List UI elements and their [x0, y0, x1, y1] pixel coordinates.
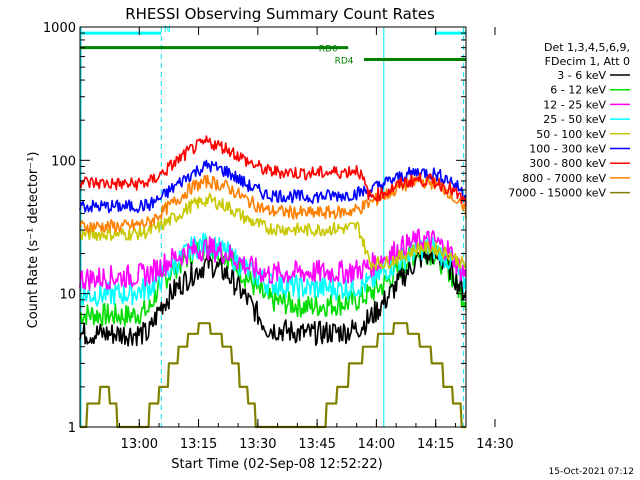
legend-label-6: 300 - 800 keV: [529, 157, 606, 170]
plot-area: [80, 27, 465, 427]
x-tick-label-2: 13:30: [239, 437, 276, 452]
chart-title: RHESSI Observing Summary Count Rates: [125, 5, 435, 23]
x-axis: 13:00 13:15 13:30 13:45 14:00 14:15 14:30: [119, 27, 514, 452]
x-tick-label-3: 13:45: [298, 437, 335, 452]
y-axis: 1 10 100 1000: [43, 21, 466, 436]
series-line-12-25-kev: [79, 228, 467, 291]
x-tick-label-1: 13:15: [180, 437, 217, 452]
series-line-100-300-kev: [79, 159, 467, 214]
legend-label-7: 800 - 7000 keV: [522, 172, 606, 185]
x-tick-label-0: 13:00: [121, 437, 158, 452]
legend-header-1: FDecim 1, Att 0: [545, 55, 630, 68]
legend-label-3: 25 - 50 keV: [543, 113, 606, 126]
footer-timestamp: 15-Oct-2021 07:12: [549, 467, 634, 477]
y-tick-label-0: 1: [68, 421, 76, 436]
legend-label-1: 6 - 12 keV: [550, 84, 606, 97]
legend: Det 1,3,4,5,6,9,FDecim 1, Att 03 - 6 keV…: [508, 41, 630, 200]
x-tick-label-6: 14:30: [476, 437, 513, 452]
legend-label-8: 7000 - 15000 keV: [508, 187, 606, 200]
observing-mode-bars: NNRD0RD4: [79, 25, 466, 67]
y-tick-label-2: 100: [51, 154, 76, 169]
series-line-3-6-kev: [79, 243, 467, 347]
y-axis-label: Count Rate (s⁻¹ detector⁻¹): [26, 152, 41, 329]
x-tick-label-5: 14:15: [417, 437, 454, 452]
series-group: [79, 135, 467, 429]
legend-header-0: Det 1,3,4,5,6,9,: [544, 41, 630, 54]
series-line-300-800-kev: [79, 135, 467, 207]
y-tick-label-3: 1000: [43, 21, 76, 36]
legend-label-4: 50 - 100 keV: [536, 128, 606, 141]
plot-frame: [79, 26, 467, 428]
legend-label-0: 3 - 6 keV: [557, 69, 606, 82]
y-tick-label-1: 10: [59, 288, 76, 303]
mode-label-0: N: [164, 25, 171, 35]
legend-label-2: 12 - 25 keV: [543, 98, 606, 111]
x-tick-label-4: 14:00: [358, 437, 395, 452]
mode-label-3: RD4: [335, 57, 354, 67]
legend-label-5: 100 - 300 keV: [529, 143, 606, 156]
mode-label-2: RD0: [319, 45, 338, 55]
x-axis-label: Start Time (02-Sep-08 12:52:22): [171, 457, 382, 472]
